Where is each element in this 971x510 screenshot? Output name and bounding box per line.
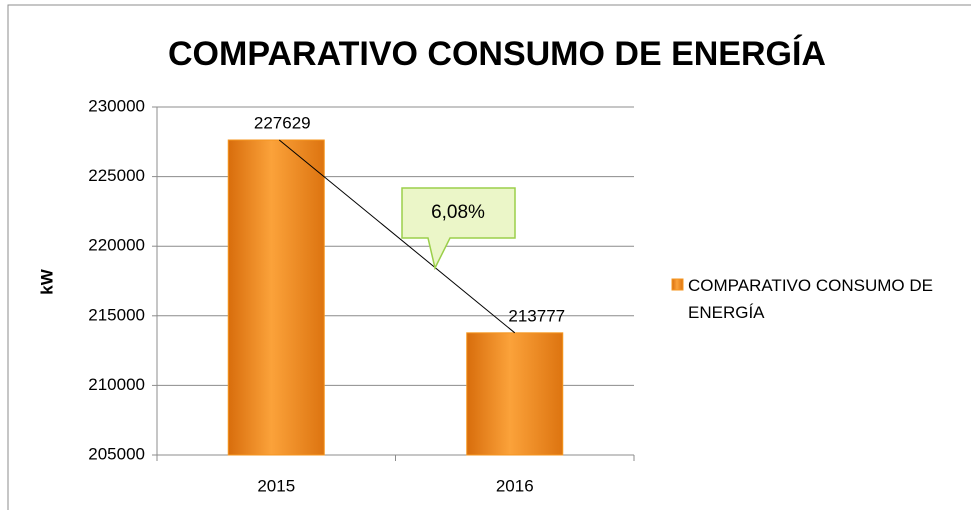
y-tick-label: 225000 [88,166,145,185]
y-tick-label: 210000 [88,375,145,394]
annotation: 6,08% [431,202,485,223]
chart-title: COMPARATIVO CONSUMO DE ENERGÍA [168,35,826,73]
trend-line [278,139,516,334]
y-tick-label: 205000 [88,444,145,463]
bar [227,139,325,456]
data-label: 227629 [254,113,311,132]
y-tick-label: 220000 [88,236,145,255]
data-label: 213777 [508,306,565,325]
bar [466,332,564,456]
y-tick-label: 215000 [88,305,145,324]
chart-border [7,4,971,510]
y-tick-label: 230000 [88,96,145,115]
y-axis-label: kW [37,268,56,294]
x-tick-label: 2015 [257,476,295,495]
callout [401,187,516,271]
legend-swatch [671,278,684,291]
legend-label: COMPARATIVO CONSUMO DE ENERGÍA [688,276,933,322]
x-tick-label: 2016 [496,476,534,495]
